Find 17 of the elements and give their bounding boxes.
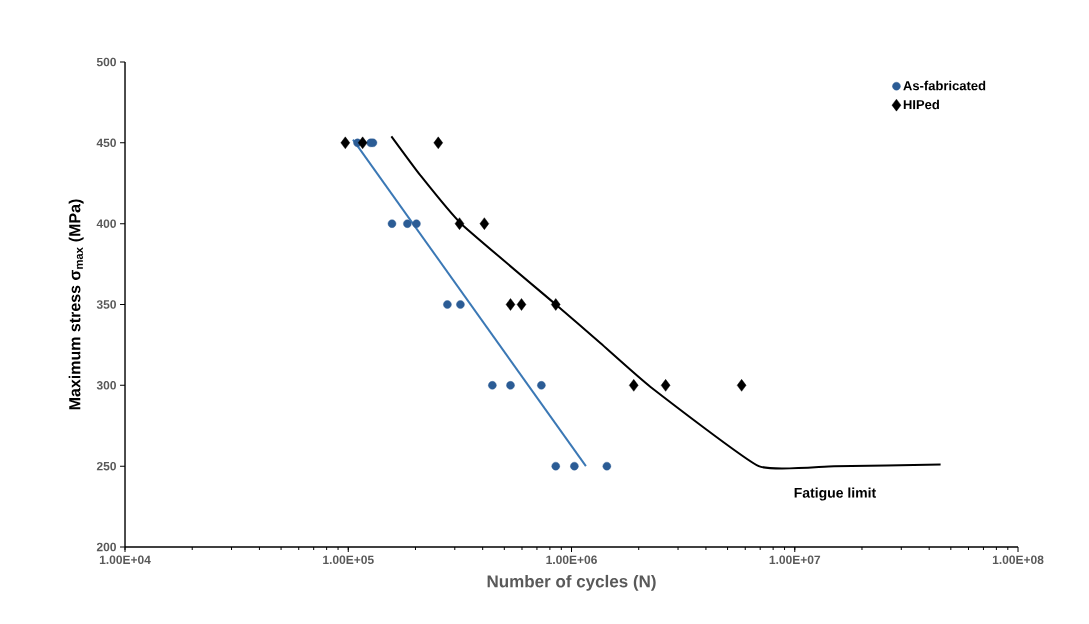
legend-label: HIPed	[903, 99, 939, 110]
x-tick-label: 1.00E+08	[992, 555, 1044, 565]
y-tick-label: 300	[96, 381, 116, 390]
x-tick-label: 1.00E+04	[99, 555, 151, 565]
y-axis-title: Maximum stress σ$_{max}$ (MPa)	[68, 199, 84, 410]
y-tick-label: 250	[96, 461, 116, 471]
y-tick-label: 450	[96, 138, 116, 148]
y-tick-label: 200	[96, 542, 116, 552]
y-tick-label: 350	[96, 300, 116, 309]
y-tick-label: 400	[96, 219, 116, 228]
x-tick-label: 1.00E+06	[546, 555, 597, 565]
annotation: Fatigue limit	[794, 487, 876, 501]
x-tick-label: 1.00E+05	[323, 555, 374, 565]
x-axis-title: Number of cycles (N)	[487, 574, 656, 591]
x-tick-label: 1.00E+07	[769, 555, 821, 565]
y-tick-label: 500	[96, 57, 116, 67]
legend-label: As-fabricated	[903, 80, 986, 91]
